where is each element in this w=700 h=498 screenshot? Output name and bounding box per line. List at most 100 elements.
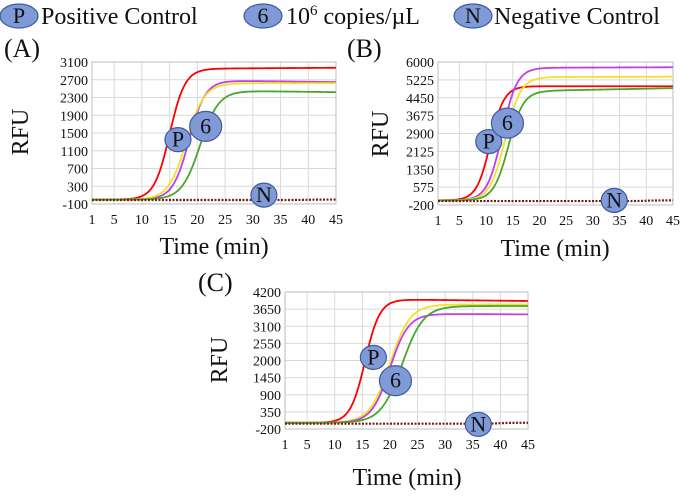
x-tick-label: 25 bbox=[559, 214, 573, 229]
y-tick-label: 4200 bbox=[253, 286, 281, 301]
panel-label: (A) bbox=[4, 34, 40, 63]
x-tick-label: 40 bbox=[301, 213, 315, 228]
y-axis-label: RFU bbox=[368, 111, 394, 158]
legend-copies-unit: copies/µL bbox=[318, 4, 420, 30]
x-tick-label: 1 bbox=[435, 214, 442, 229]
y-tick-label: 6000 bbox=[406, 56, 434, 71]
annotation-badge-text: P bbox=[367, 344, 379, 369]
x-tick-label: 45 bbox=[521, 438, 535, 453]
x-tick-label: 20 bbox=[532, 214, 546, 229]
x-tick-label: 20 bbox=[383, 438, 397, 453]
y-tick-label: 2550 bbox=[253, 337, 281, 352]
panel-label: (B) bbox=[347, 34, 382, 63]
x-tick-label: 25 bbox=[411, 438, 425, 453]
y-tick-label: 5225 bbox=[406, 74, 434, 89]
legend-negative-badge bbox=[453, 3, 493, 29]
x-tick-label: 5 bbox=[111, 213, 118, 228]
y-tick-label: 900 bbox=[260, 389, 281, 404]
x-axis-label: Time (min) bbox=[352, 465, 461, 491]
y-tick-label: 300 bbox=[67, 180, 88, 195]
x-tick-label: 15 bbox=[355, 438, 369, 453]
plot-frame bbox=[284, 291, 529, 430]
annotation-badge-text: 6 bbox=[200, 113, 211, 138]
annotation-badge-text: P bbox=[172, 127, 184, 152]
x-tick-label: 10 bbox=[328, 438, 342, 453]
annotation-badge-text: N bbox=[606, 187, 622, 212]
y-tick-label: 575 bbox=[413, 181, 434, 196]
x-tick-label: 15 bbox=[163, 213, 177, 228]
y-tick-label: 1900 bbox=[60, 109, 88, 124]
y-tick-label: -100 bbox=[62, 198, 88, 213]
y-tick-label: 3675 bbox=[406, 110, 434, 125]
legend-copies-badge bbox=[243, 3, 283, 29]
x-tick-label: 20 bbox=[190, 213, 204, 228]
series-line-negative bbox=[285, 421, 528, 425]
legend-negative-badge-text: N bbox=[465, 3, 481, 28]
series-line-purple bbox=[285, 313, 529, 424]
annotation-badge bbox=[475, 128, 503, 155]
y-tick-label: 350 bbox=[260, 406, 281, 421]
legend-copies-base: 10 bbox=[286, 4, 310, 30]
x-axis-label: Time (min) bbox=[159, 234, 268, 260]
annotation-badge bbox=[378, 365, 413, 397]
y-tick-label: -200 bbox=[408, 199, 434, 214]
x-tick-label: 30 bbox=[586, 214, 600, 229]
y-tick-label: 2000 bbox=[253, 355, 281, 370]
x-tick-label: 30 bbox=[438, 438, 452, 453]
panel-label: (C) bbox=[198, 268, 233, 297]
annotation-badge bbox=[359, 344, 387, 370]
y-tick-label: 2700 bbox=[60, 74, 88, 89]
legend-negative-label: Negative Control bbox=[494, 4, 660, 30]
series-line-purple bbox=[92, 80, 337, 201]
annotation-badge-text: 6 bbox=[390, 368, 401, 393]
x-tick-label: 1 bbox=[89, 213, 96, 228]
annotation-badge bbox=[189, 110, 223, 142]
series-line-yellow bbox=[438, 75, 673, 202]
annotation-badge bbox=[464, 411, 492, 437]
legend-positive-label: Positive Control bbox=[41, 4, 198, 30]
y-tick-label: 2125 bbox=[406, 145, 434, 160]
legend-copies-label: 106 copies/µL bbox=[286, 3, 420, 30]
y-axis-label: RFU bbox=[207, 337, 233, 384]
x-tick-label: 5 bbox=[456, 214, 463, 229]
x-tick-label: 40 bbox=[639, 214, 653, 229]
x-axis-label: Time (min) bbox=[500, 236, 609, 262]
y-tick-label: 1350 bbox=[406, 163, 434, 178]
y-tick-label: -200 bbox=[255, 423, 281, 438]
series-line-green bbox=[92, 90, 337, 201]
x-tick-label: 45 bbox=[329, 213, 343, 228]
x-tick-label: 25 bbox=[218, 213, 232, 228]
x-tick-label: 5 bbox=[304, 438, 311, 453]
legend-copies-exp: 6 bbox=[310, 3, 318, 19]
y-tick-label: 3650 bbox=[253, 303, 281, 318]
x-tick-label: 40 bbox=[493, 438, 507, 453]
y-tick-label: 3100 bbox=[253, 320, 281, 335]
plot-frame bbox=[91, 61, 337, 205]
legend-positive-badge-text: P bbox=[13, 3, 25, 28]
x-tick-label: 35 bbox=[613, 214, 627, 229]
legend: P Positive Control 6 106 copies/µL N Neg… bbox=[0, 3, 660, 30]
legend-copies-badge-text: 6 bbox=[258, 3, 269, 28]
y-tick-label: 4450 bbox=[406, 92, 434, 107]
y-tick-label: 700 bbox=[67, 163, 88, 178]
x-tick-label: 1 bbox=[282, 438, 289, 453]
y-tick-label: 3100 bbox=[60, 56, 88, 71]
y-axis-label: RFU bbox=[8, 109, 34, 156]
y-tick-label: 1450 bbox=[253, 372, 281, 387]
x-tick-label: 10 bbox=[135, 213, 149, 228]
plot-frame bbox=[437, 61, 674, 206]
y-tick-label: 2300 bbox=[60, 92, 88, 107]
annotation-badge-text: P bbox=[483, 129, 495, 154]
x-tick-label: 45 bbox=[666, 214, 680, 229]
x-tick-label: 35 bbox=[274, 213, 288, 228]
annotation-badge-text: N bbox=[470, 411, 486, 436]
y-tick-label: 1500 bbox=[60, 127, 88, 142]
annotation-badge bbox=[490, 107, 525, 139]
annotation-badge-text: N bbox=[256, 182, 272, 207]
annotation-badge-text: 6 bbox=[502, 110, 513, 135]
x-tick-label: 35 bbox=[466, 438, 480, 453]
